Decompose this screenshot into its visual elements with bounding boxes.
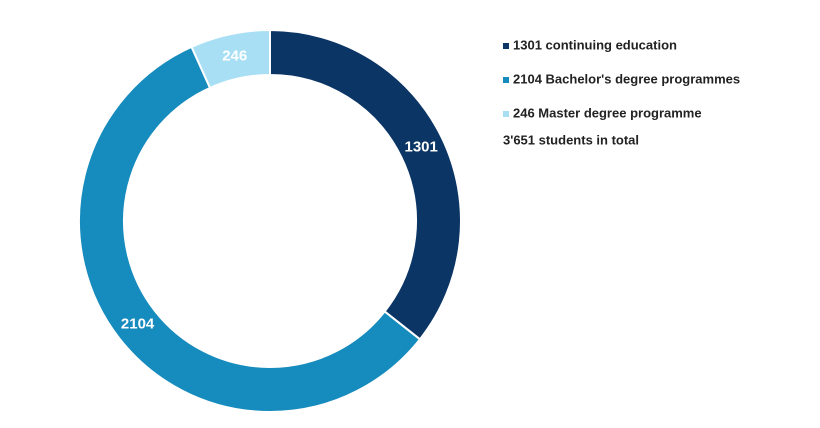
legend-label: 2104 Bachelor's degree programmes [513, 71, 740, 86]
data-label: 1301 [404, 139, 437, 156]
data-label: 2104 [121, 315, 155, 332]
data-label: 246 [222, 48, 247, 65]
legend-marker [503, 111, 509, 117]
annotation: 3'651 students in total [503, 132, 639, 147]
legend-marker [503, 77, 509, 83]
donut-slice [269, 28, 462, 341]
donut-slice [78, 45, 422, 413]
donut-slice [190, 28, 271, 90]
legend-label: 246 Master degree programme [513, 105, 702, 120]
legend-label: 1301 continuing education [513, 37, 677, 52]
legend-marker [503, 43, 509, 49]
